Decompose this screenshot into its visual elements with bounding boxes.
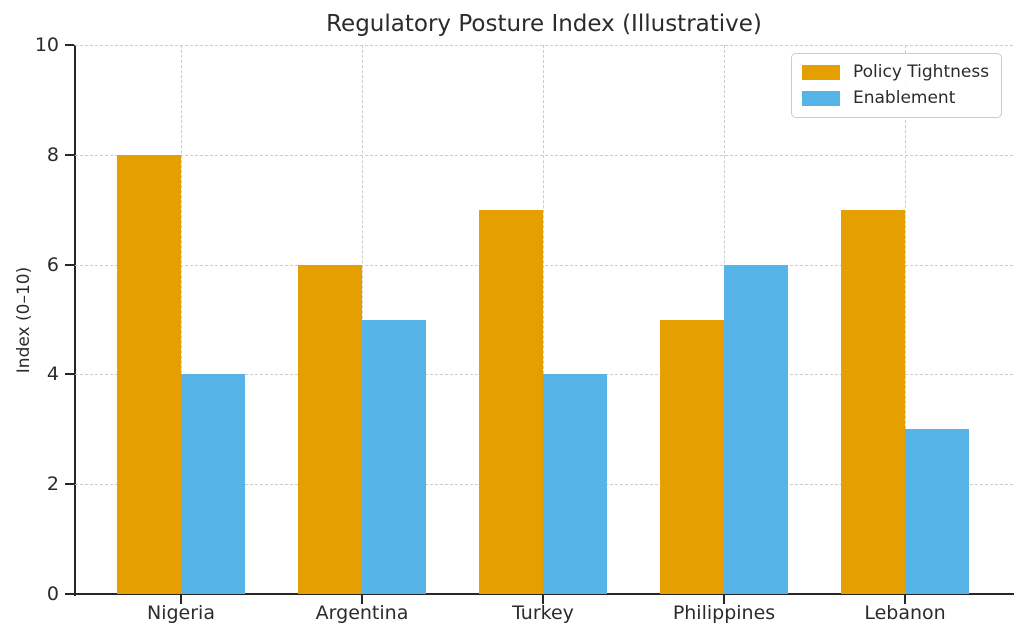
y-tick-label: 6 <box>46 253 59 276</box>
y-tick-mark <box>65 44 74 46</box>
x-axis-spine <box>74 593 1014 595</box>
gridline-vertical <box>543 45 544 594</box>
legend-swatch-policy-tightness <box>802 65 840 80</box>
y-tick-mark <box>65 153 74 156</box>
y-axis-label: Index (0–10) <box>14 266 34 374</box>
x-tick-label: Lebanon <box>864 602 946 624</box>
x-tick-mark <box>904 595 906 604</box>
x-tick-mark <box>180 595 182 604</box>
legend-swatch-enablement <box>802 91 840 106</box>
gridline-horizontal <box>75 264 1013 266</box>
y-tick-label: 4 <box>46 363 59 386</box>
x-tick-mark <box>542 595 544 604</box>
x-tick-label: Argentina <box>315 602 409 624</box>
gridline-horizontal <box>75 45 1013 46</box>
gridline-vertical <box>181 45 182 594</box>
x-tick-mark <box>723 595 725 604</box>
gridline-vertical <box>905 45 906 594</box>
y-tick-mark <box>65 593 74 595</box>
legend-label: Policy Tightness <box>853 62 990 82</box>
bar-policy-tightness-nigeria <box>117 154 181 594</box>
bar-policy-tightness-argentina <box>298 264 362 594</box>
bar-enablement-nigeria <box>181 374 245 594</box>
bar-enablement-turkey <box>543 374 607 594</box>
legend-label: Enablement <box>853 88 956 108</box>
bar-policy-tightness-turkey <box>479 209 543 594</box>
x-tick-label: Nigeria <box>147 602 215 624</box>
y-tick-label: 10 <box>34 34 59 56</box>
y-tick-label: 2 <box>46 473 59 496</box>
y-tick-mark <box>65 263 74 266</box>
legend: Policy Tightness Enablement <box>791 53 1003 118</box>
plot-area: Policy Tightness Enablement 0 2 4 6 8 10 Niger… <box>35 34 1014 624</box>
chart-title: Regulatory Posture Index (Illustrative) <box>326 11 762 37</box>
bar-enablement-philippines <box>724 264 788 594</box>
legend-item-policy-tightness: Policy Tightness <box>802 62 989 83</box>
gridline-horizontal <box>75 154 1013 156</box>
x-tick-label: Philippines <box>672 602 776 624</box>
y-tick-label: 8 <box>46 143 59 166</box>
x-tick-label: Turkey <box>512 602 574 624</box>
bar-enablement-argentina <box>362 319 426 594</box>
y-tick-mark <box>65 373 74 376</box>
y-tick-label: 0 <box>46 583 59 605</box>
bar-enablement-lebanon <box>905 429 969 594</box>
legend-item-enablement: Enablement <box>802 88 989 109</box>
y-tick-mark <box>65 483 74 486</box>
x-tick-mark <box>361 595 363 604</box>
bar-policy-tightness-lebanon <box>841 209 905 594</box>
bar-policy-tightness-philippines <box>660 319 724 594</box>
y-axis-spine <box>74 45 76 596</box>
